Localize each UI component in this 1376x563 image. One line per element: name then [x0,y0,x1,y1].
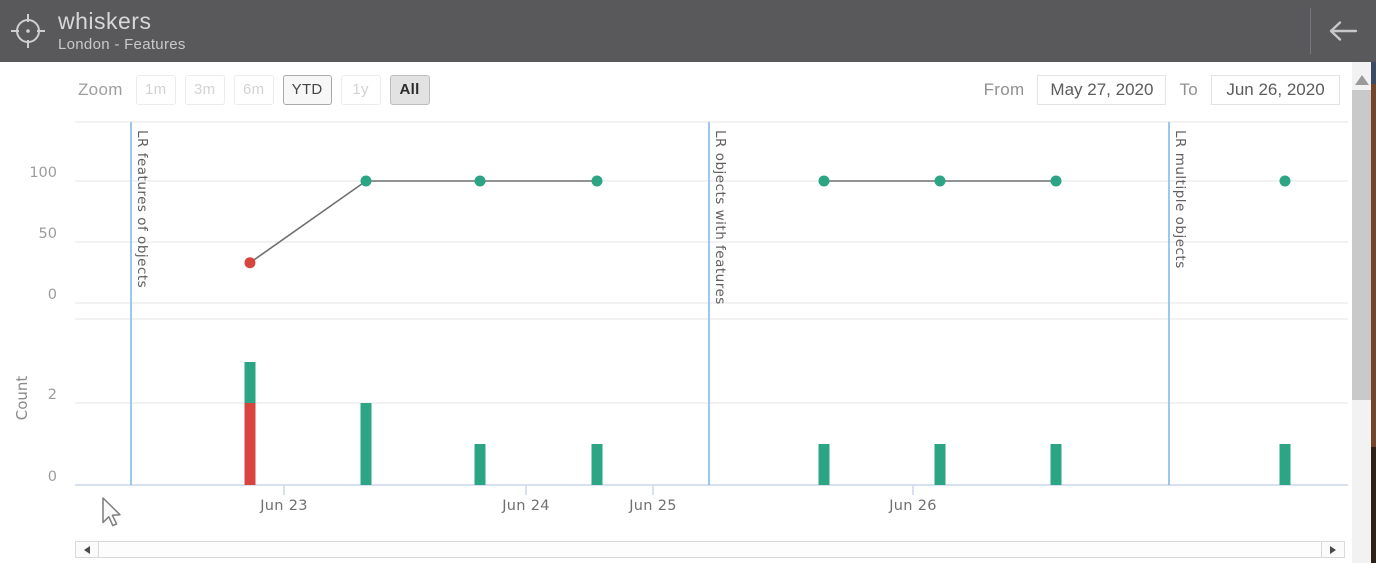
zoom-label: Zoom [78,79,123,99]
zoom-button-ytd[interactable]: YTD [282,74,332,105]
annotation-label: LR multiple objects [1172,130,1188,269]
x-tick-label: Jun 25 [628,498,677,514]
chart-toolbar: Zoom 1m 3m 6m YTD 1y All From To [78,74,1340,105]
bar-segment[interactable] [244,362,256,403]
bar-segment[interactable] [360,403,372,485]
chart1-ytick-label: 50 [39,226,57,242]
crosshair-target-icon [11,14,45,48]
header-divider [1310,8,1311,54]
zoom-button-6m: 6m [233,74,274,105]
page-subtitle: London - Features [58,36,186,54]
to-date-input[interactable] [1211,74,1340,105]
back-button[interactable] [1322,16,1362,48]
data-point[interactable] [818,175,830,187]
chart2-ytick-label: 0 [48,469,57,485]
bar-segment[interactable] [1050,444,1062,485]
date-range-group: From To [983,74,1340,105]
page-title: whiskers [58,7,152,34]
mouse-cursor [102,497,121,527]
chart2-ytick-label: 2 [48,387,57,403]
zoom-button-3m: 3m [184,74,225,105]
series-line [249,180,597,264]
horizontal-scrollbar[interactable] [75,541,1345,558]
data-point[interactable] [244,257,256,269]
data-point[interactable] [591,175,603,187]
background-window-strip [1371,62,1376,563]
x-tick-label: Jun 26 [888,498,937,514]
data-point[interactable] [474,175,486,187]
annotation-label: LR features of objects [134,130,150,288]
data-point[interactable] [934,175,946,187]
chart1-ytick-label: 100 [29,165,57,181]
vertical-scrollbar[interactable] [1352,62,1371,563]
data-point[interactable] [360,175,372,187]
data-point[interactable] [1050,175,1062,187]
scroll-right-button[interactable] [1321,542,1344,557]
annotation-label: LR objects with features [712,130,728,305]
data-point[interactable] [1279,175,1291,187]
chart-canvas: 100 50 0 2 0 Count LR features of objects LR ob… [13,121,1348,514]
app-header: whiskers London - Features [0,0,1376,62]
chart2-axis-title: Count [13,376,31,421]
x-tick-label: Jun 23 [259,498,308,514]
zoom-button-all[interactable]: All [389,74,430,105]
chart1-ytick-label: 0 [48,287,57,303]
scroll-up-arrow-icon[interactable] [1354,75,1369,85]
arrow-right-small-icon [1330,545,1336,554]
scroll-left-button[interactable] [76,542,99,557]
arrow-left-small-icon [84,545,90,554]
from-label: From [983,79,1025,99]
zoom-button-1y: 1y [340,74,381,105]
arrow-left-icon [1329,20,1358,41]
vertical-scrollbar-thumb[interactable] [1352,90,1371,400]
bar-segment[interactable] [591,444,603,485]
from-date-input[interactable] [1037,74,1167,105]
header-titles: whiskers London - Features [58,9,186,53]
bar-segment[interactable] [474,444,486,485]
bar-segment[interactable] [244,403,256,485]
x-tick-label: Jun 24 [501,498,550,514]
to-label: To [1179,79,1198,99]
bar-segment[interactable] [818,444,830,485]
horizontal-scrollbar-track[interactable] [99,542,1321,557]
bar-segment[interactable] [934,444,946,485]
zoom-button-1m: 1m [135,74,176,105]
bar-segment[interactable] [1279,444,1291,485]
